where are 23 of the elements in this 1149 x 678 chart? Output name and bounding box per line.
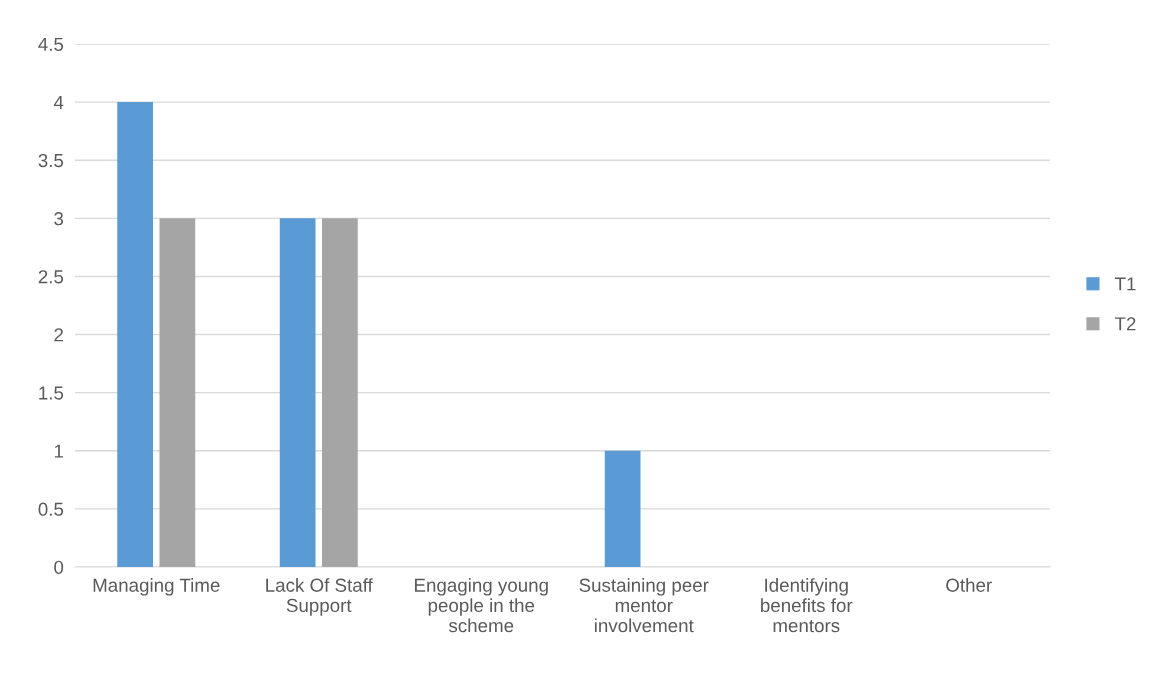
y-tick-label: 4.5 bbox=[38, 37, 64, 51]
y-tick-label: 2.5 bbox=[38, 270, 64, 284]
x-tick-label: Other bbox=[946, 578, 992, 592]
bar bbox=[604, 450, 641, 567]
y-tick-label: 0.5 bbox=[38, 502, 64, 516]
y-tick-label: 3.5 bbox=[38, 153, 64, 168]
x-tick-label: Sustaining peer mentor involvement bbox=[579, 578, 709, 633]
x-tick-label: Identifying benefits for mentors bbox=[761, 578, 853, 633]
x-tick-label: Engaging young people in the scheme bbox=[415, 578, 548, 633]
y-tick-label: 0 bbox=[54, 560, 64, 574]
bar bbox=[322, 218, 358, 567]
x-tick-label: Lack Of Staff Support bbox=[266, 578, 373, 616]
bar bbox=[279, 218, 316, 567]
y-tick-label: 3 bbox=[54, 212, 64, 226]
bar bbox=[117, 102, 153, 567]
y-tick-label: 4 bbox=[53, 96, 64, 109]
y-tick-label: 2 bbox=[54, 328, 63, 342]
legend-label: T2 bbox=[1114, 317, 1136, 331]
bar bbox=[159, 218, 196, 567]
x-tick-label: Managing Time bbox=[93, 578, 220, 596]
y-tick-label: 1 bbox=[54, 444, 63, 458]
y-tick-label: 1.5 bbox=[39, 386, 64, 400]
legend-label: T1 bbox=[1114, 277, 1136, 291]
